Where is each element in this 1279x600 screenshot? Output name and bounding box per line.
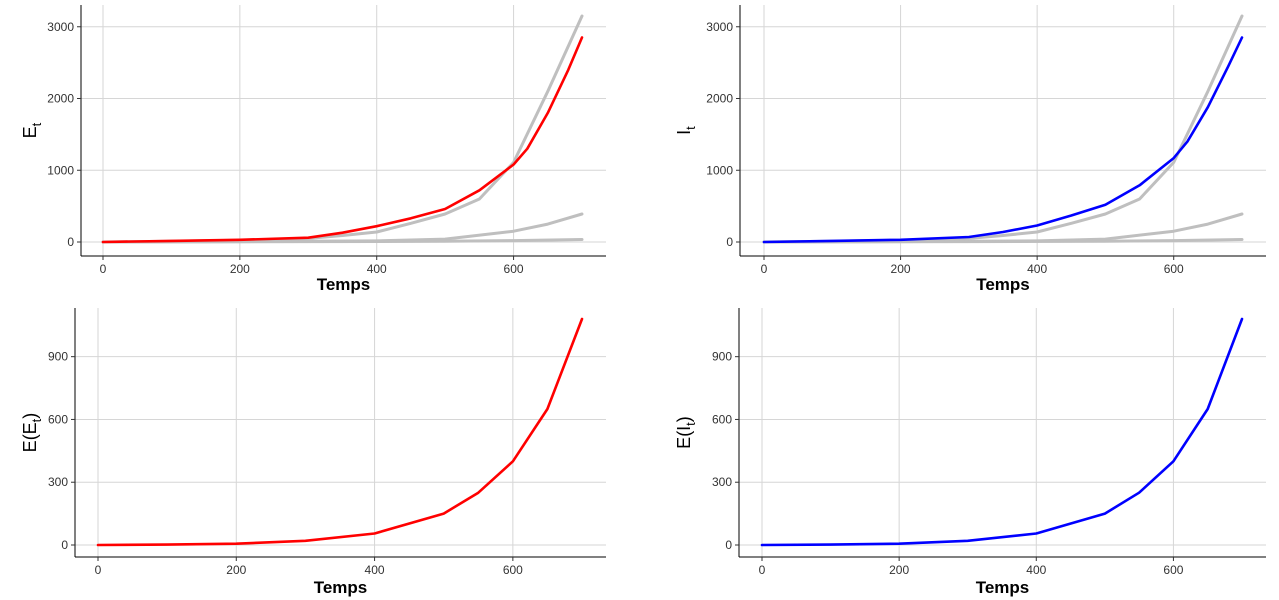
series-line-1 xyxy=(96,317,584,547)
series-line-1 xyxy=(760,317,1244,547)
y-tick-label: 0 xyxy=(726,235,733,249)
series-line-3 xyxy=(762,238,1244,244)
series-line-4 xyxy=(762,36,1244,244)
y-tick-label: 2000 xyxy=(47,92,74,106)
x-tick-label: 0 xyxy=(95,563,102,577)
x-tick-label: 200 xyxy=(230,262,250,276)
x-tick-label: 0 xyxy=(761,262,768,276)
y-tick-label: 3000 xyxy=(47,20,74,34)
chart-panel-2: 0 200 400 600 0 1000 2000 3000 Temps It xyxy=(674,5,1266,294)
y-tick-label: 3000 xyxy=(706,20,733,34)
y-tick-label: 900 xyxy=(48,350,68,364)
x-tick-label: 200 xyxy=(226,563,246,577)
chart-panel-3: 0 200 400 600 0 300 600 900 Temps E(Et) xyxy=(20,308,606,597)
series-line-4 xyxy=(101,36,584,244)
y-axis-label: Et xyxy=(20,122,44,138)
y-tick-label: 300 xyxy=(712,475,732,489)
x-axis-label: Temps xyxy=(317,275,371,294)
x-tick-label: 400 xyxy=(1026,563,1046,577)
x-tick-label: 600 xyxy=(503,563,523,577)
x-tick-label: 400 xyxy=(1027,262,1047,276)
y-axis-label: E(Et) xyxy=(20,413,44,453)
series-line-1 xyxy=(762,14,1244,244)
y-tick-label: 300 xyxy=(48,475,68,489)
y-tick-label: 600 xyxy=(712,412,732,426)
y-tick-label: 0 xyxy=(67,235,74,249)
series-line-2 xyxy=(762,212,1244,244)
x-axis-label: Temps xyxy=(314,578,368,597)
series-line-3 xyxy=(101,238,584,244)
x-tick-label: 0 xyxy=(100,262,107,276)
y-tick-label: 0 xyxy=(61,538,68,552)
chart-panel-4: 0 200 400 600 0 300 600 900 Temps E(It) xyxy=(674,308,1266,597)
series-line-2 xyxy=(101,212,584,244)
x-tick-label: 600 xyxy=(504,262,524,276)
x-tick-label: 0 xyxy=(759,563,766,577)
x-tick-label: 600 xyxy=(1163,563,1183,577)
y-tick-label: 0 xyxy=(725,538,732,552)
x-tick-label: 400 xyxy=(367,262,387,276)
x-tick-label: 200 xyxy=(891,262,911,276)
x-tick-label: 200 xyxy=(889,563,909,577)
y-tick-label: 900 xyxy=(712,350,732,364)
y-tick-label: 2000 xyxy=(706,92,733,106)
x-tick-label: 600 xyxy=(1164,262,1184,276)
y-axis-label: It xyxy=(674,126,698,135)
x-tick-label: 400 xyxy=(365,563,385,577)
y-tick-label: 1000 xyxy=(706,163,733,177)
y-tick-label: 600 xyxy=(48,412,68,426)
y-axis-label: E(It) xyxy=(674,416,698,449)
x-axis-label: Temps xyxy=(976,275,1030,294)
series-line-1 xyxy=(101,14,584,244)
chart-panel-1: 0 200 400 600 0 1000 2000 3000 Temps Et xyxy=(20,5,606,294)
y-tick-label: 1000 xyxy=(47,163,74,177)
x-axis-label: Temps xyxy=(976,578,1030,597)
